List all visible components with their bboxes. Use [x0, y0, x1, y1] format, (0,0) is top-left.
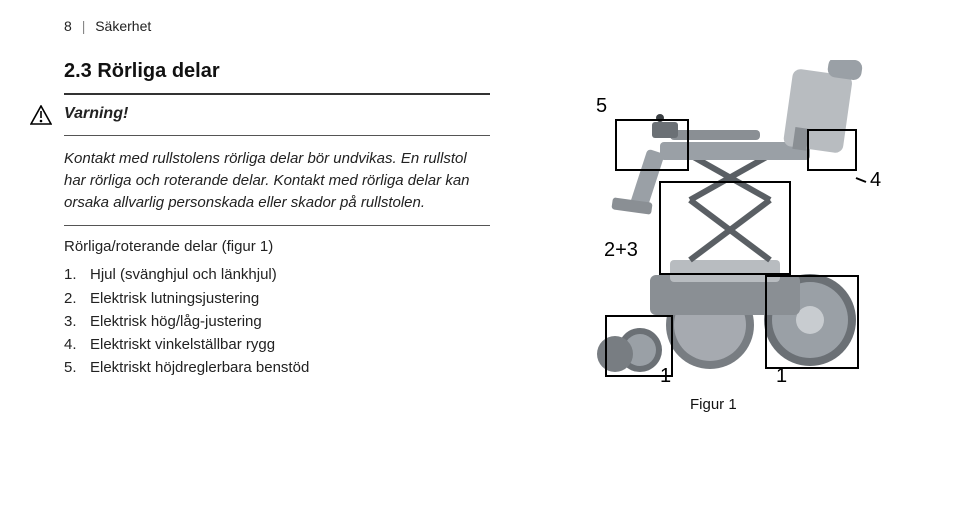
list-text-4: Elektriskt vinkelställbar rygg [90, 333, 275, 356]
left-column: 2.3 Rörliga delar Varning! Kontakt med r… [64, 60, 490, 413]
wheelchair-illustration: 5 4 2+3 1 1 [520, 60, 920, 390]
warning-icon [30, 105, 52, 130]
callout-4: 4 [870, 169, 881, 191]
right-column: 5 4 2+3 1 1 Figur 1 [520, 60, 920, 413]
list-item: 3. Elektrisk hög/låg-justering [64, 310, 490, 333]
header-separator: | [82, 18, 86, 34]
warning-paragraph: Kontakt med rullstolens rörliga delar bö… [64, 148, 490, 213]
list-text-1: Hjul (svänghjul och länkhjul) [90, 263, 277, 286]
page-header: 8 | Säkerhet [64, 18, 920, 34]
list-heading: Rörliga/roterande delar (figur 1) [64, 238, 490, 255]
list-item: 2. Elektrisk lutningsjustering [64, 287, 490, 310]
callout-5: 5 [596, 95, 607, 117]
figure-caption: Figur 1 [690, 396, 920, 413]
callout-1a: 1 [660, 365, 671, 387]
heading-2-3: 2.3 Rörliga delar [64, 60, 490, 83]
page-number: 8 [64, 18, 72, 34]
list-num-2: 2. [64, 287, 80, 310]
callout-2-3: 2+3 [604, 239, 638, 261]
list-item: 5. Elektriskt höjdreglerbara benstöd [64, 356, 490, 379]
list-item: 4. Elektriskt vinkelställbar rygg [64, 333, 490, 356]
content-row: 2.3 Rörliga delar Varning! Kontakt med r… [64, 60, 920, 413]
list-text-5: Elektriskt höjdreglerbara benstöd [90, 356, 309, 379]
list-num-4: 4. [64, 333, 80, 356]
warning-endrule [64, 225, 490, 226]
warning-block: Varning! Kontakt med rullstolens rörliga… [64, 105, 490, 226]
list-text-3: Elektrisk hög/låg-justering [90, 310, 262, 333]
list-num-1: 1. [64, 263, 80, 286]
heading-underline [64, 93, 490, 95]
list-item: 1. Hjul (svänghjul och länkhjul) [64, 263, 490, 286]
warning-underline [64, 135, 490, 136]
list-num-5: 5. [64, 356, 80, 379]
page: 8 | Säkerhet 2.3 Rörliga delar Varning! … [0, 0, 960, 506]
list-num-3: 3. [64, 310, 80, 333]
figure-1: 5 4 2+3 1 1 [520, 60, 920, 390]
list-text-2: Elektrisk lutningsjustering [90, 287, 259, 310]
moving-parts-list: 1. Hjul (svänghjul och länkhjul) 2. Elek… [64, 263, 490, 379]
callout-1b: 1 [776, 365, 787, 387]
warning-label: Varning! [64, 105, 490, 123]
section-name: Säkerhet [95, 18, 151, 34]
